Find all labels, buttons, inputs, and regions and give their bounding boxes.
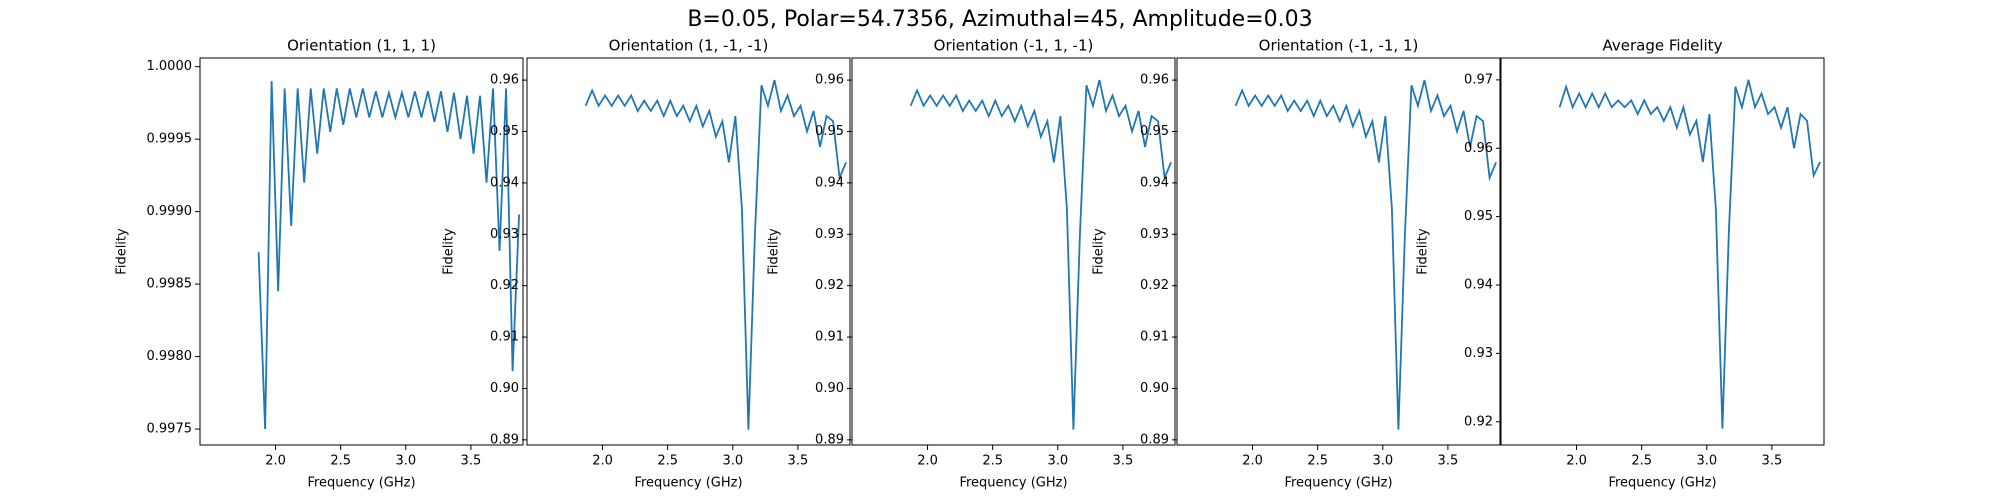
subplot-title: Orientation (1, 1, 1) — [287, 37, 436, 55]
x-tick-label: 2.0 — [917, 454, 938, 469]
x-axis-label: Frequency (GHz) — [307, 476, 415, 491]
x-tick-label: 2.5 — [330, 454, 351, 469]
x-tick-label: 3.5 — [461, 454, 482, 469]
x-tick-label: 3.0 — [722, 454, 743, 469]
y-tick-label: 0.93 — [1140, 227, 1169, 242]
y-tick-label: 0.95 — [1140, 124, 1169, 139]
y-tick-label: 0.90 — [815, 381, 844, 396]
x-tick-label: 2.0 — [1566, 454, 1587, 469]
data-line — [1558, 79, 1821, 429]
y-tick-label: 0.96 — [815, 73, 844, 88]
x-tick-label: 2.5 — [657, 454, 678, 469]
y-axis-label: Fidelity — [1092, 228, 1107, 275]
y-axis-label: Fidelity — [115, 228, 130, 275]
subplot-title: Average Fidelity — [1603, 37, 1723, 55]
figure-title: B=0.05, Polar=54.7356, Azimuthal=45, Amp… — [687, 7, 1312, 32]
subplot-title: Orientation (-1, -1, 1) — [1259, 37, 1419, 55]
y-tick-label: 0.9980 — [147, 349, 193, 364]
y-tick-label: 0.92 — [490, 278, 519, 293]
data-line — [257, 81, 520, 430]
y-tick-label: 0.97 — [1464, 72, 1493, 87]
data-line — [909, 79, 1172, 430]
x-axis-label: Frequency (GHz) — [1608, 476, 1716, 491]
x-tick-label: 2.5 — [1307, 454, 1328, 469]
x-tick-label: 2.5 — [982, 454, 1003, 469]
y-tick-label: 0.90 — [490, 381, 519, 396]
y-tick-label: 0.95 — [490, 124, 519, 139]
y-tick-label: 1.0000 — [147, 59, 193, 74]
plot-area — [527, 58, 850, 445]
x-tick-label: 3.0 — [1372, 454, 1393, 469]
x-tick-label: 3.0 — [1047, 454, 1068, 469]
x-axis-label: Frequency (GHz) — [959, 476, 1067, 491]
plot-area — [852, 58, 1175, 445]
y-tick-label: 0.93 — [1464, 346, 1493, 361]
y-tick-label: 0.94 — [1464, 278, 1493, 293]
data-line — [1234, 79, 1497, 430]
y-tick-label: 0.93 — [815, 227, 844, 242]
x-tick-label: 3.5 — [1438, 454, 1459, 469]
x-tick-label: 3.5 — [788, 454, 809, 469]
x-tick-label: 2.0 — [592, 454, 613, 469]
subplot-title: Orientation (-1, 1, -1) — [934, 37, 1094, 55]
x-tick-label: 3.5 — [1762, 454, 1783, 469]
axes-frame — [199, 57, 524, 446]
y-tick-label: 0.9995 — [147, 132, 193, 147]
plot-area — [200, 58, 523, 445]
y-tick-label: 0.92 — [815, 278, 844, 293]
x-tick-label: 3.5 — [1113, 454, 1134, 469]
y-tick-label: 0.95 — [1464, 209, 1493, 224]
y-tick-label: 0.92 — [1140, 278, 1169, 293]
y-tick-label: 0.96 — [1464, 141, 1493, 156]
y-tick-label: 0.91 — [1140, 330, 1169, 345]
x-tick-label: 3.0 — [1696, 454, 1717, 469]
x-tick-label: 2.0 — [1242, 454, 1263, 469]
y-tick-label: 0.9990 — [147, 204, 193, 219]
y-tick-label: 0.95 — [815, 124, 844, 139]
plot-area — [1501, 58, 1824, 445]
y-tick-label: 0.9985 — [147, 277, 193, 292]
axes-frame — [851, 57, 1176, 446]
y-tick-label: 0.91 — [490, 330, 519, 345]
plot-area — [1177, 58, 1500, 445]
y-tick-label: 0.96 — [490, 73, 519, 88]
y-tick-label: 0.91 — [815, 330, 844, 345]
axes-frame — [1176, 57, 1501, 446]
x-axis-label: Frequency (GHz) — [634, 476, 742, 491]
y-tick-label: 0.9975 — [147, 422, 193, 437]
x-tick-label: 2.5 — [1631, 454, 1652, 469]
y-tick-label: 0.94 — [1140, 175, 1169, 190]
y-tick-label: 0.92 — [1464, 414, 1493, 429]
y-tick-label: 0.89 — [490, 432, 519, 447]
x-axis-label: Frequency (GHz) — [1284, 476, 1392, 491]
subplot-title: Orientation (1, -1, -1) — [609, 37, 769, 55]
x-tick-label: 3.0 — [395, 454, 416, 469]
y-tick-label: 0.96 — [1140, 73, 1169, 88]
data-line — [584, 79, 847, 430]
y-tick-label: 0.90 — [1140, 381, 1169, 396]
y-tick-label: 0.93 — [490, 227, 519, 242]
y-axis-label: Fidelity — [767, 228, 782, 275]
y-tick-label: 0.89 — [815, 432, 844, 447]
axes-frame — [1500, 57, 1825, 446]
x-tick-label: 2.0 — [265, 454, 286, 469]
y-tick-label: 0.89 — [1140, 432, 1169, 447]
y-tick-label: 0.94 — [815, 175, 844, 190]
y-tick-label: 0.94 — [490, 175, 519, 190]
y-axis-label: Fidelity — [442, 228, 457, 275]
y-axis-label: Fidelity — [1416, 228, 1431, 275]
axes-frame — [526, 57, 851, 446]
